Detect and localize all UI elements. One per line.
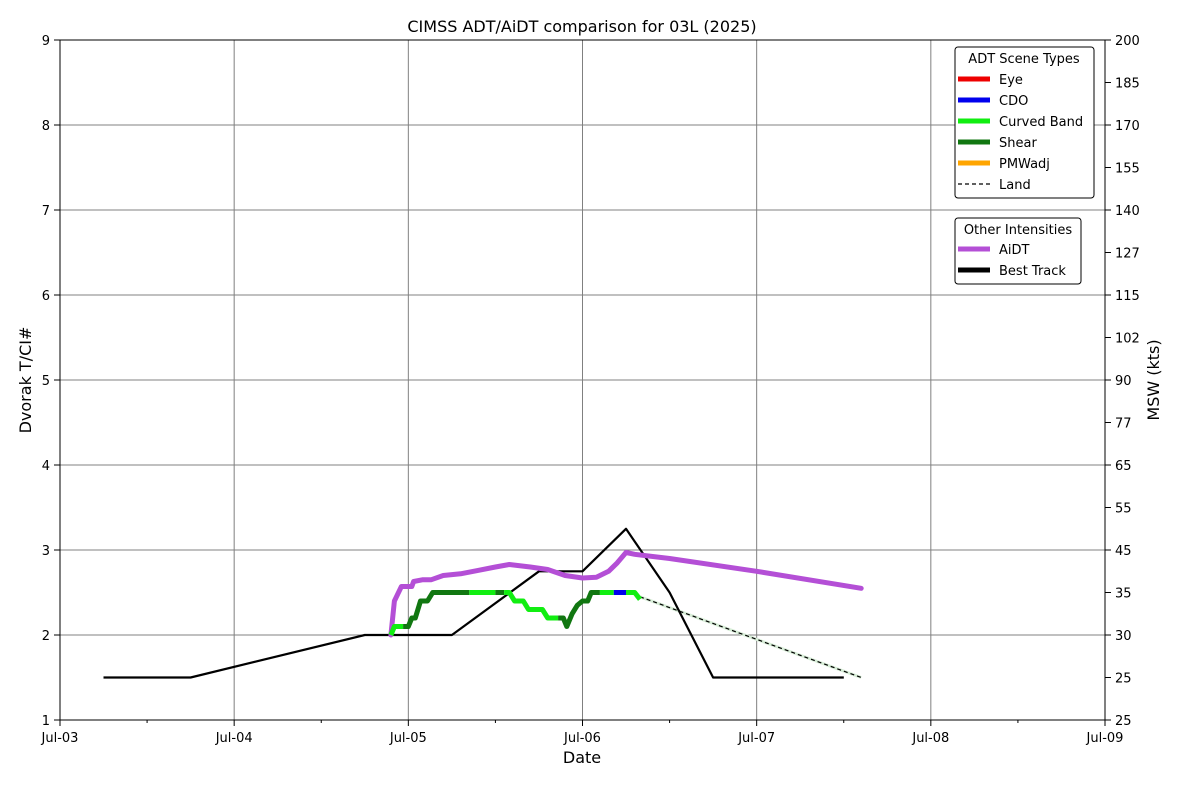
y-right-tick-label: 155	[1115, 162, 1140, 177]
legend-adt-frame	[954, 46, 1095, 199]
y-tick-label: 6	[42, 289, 50, 304]
y-tick-label: 5	[42, 374, 50, 389]
y-tick-label: 3	[42, 544, 50, 559]
y-right-tick-label: 102	[1115, 332, 1140, 347]
x-tick-label: Jul-03	[41, 731, 79, 746]
legend-label-curved-band: Curved Band	[999, 115, 1083, 130]
legend-label-shear: Shear	[999, 136, 1037, 151]
y-right-tick-label: 200	[1115, 34, 1140, 49]
x-axis-label: Date	[563, 748, 601, 767]
y-tick-label: 1	[42, 714, 50, 729]
y-right-tick-label: 65	[1115, 459, 1132, 474]
y-right-tick-label: 45	[1115, 544, 1132, 559]
y-axis-label: Dvorak T/CI#	[16, 327, 35, 434]
y-tick-label: 8	[42, 119, 50, 134]
legend-label-eye: Eye	[999, 73, 1023, 88]
series-adt-curved-band-segment	[504, 590, 559, 621]
y-right-tick-label: 25	[1115, 672, 1132, 687]
x-tick-label: Jul-06	[563, 731, 601, 746]
legend-label-pmwadj: PMWadj	[999, 157, 1050, 172]
y-tick-label: 9	[42, 34, 50, 49]
series-best-track-line	[103, 527, 844, 679]
y-right-tick-label: 185	[1115, 77, 1140, 92]
y-right-tick-label: 170	[1115, 119, 1140, 134]
legend-other-title: Other Intensities	[964, 223, 1073, 238]
x-tick-label: Jul-05	[389, 731, 427, 746]
y-right-tick-label: 127	[1115, 247, 1140, 262]
axes: Jul-03 Jul-04 Jul-05 Jul-06 Jul-07 Jul-08 Jul-…	[41, 34, 1140, 746]
series-group	[103, 527, 864, 679]
y-right-tick-label: 90	[1115, 374, 1132, 389]
x-tick-label: Jul-04	[215, 731, 253, 746]
y-right-tick-label: 35	[1115, 587, 1132, 602]
x-tick-label: Jul-08	[911, 731, 949, 746]
legend-label-cdo: CDO	[999, 94, 1028, 109]
series-adt-shear-segment	[403, 590, 470, 629]
legend-label-aidt: AiDT	[999, 243, 1030, 258]
y-axis-right-label: MSW (kts)	[1144, 339, 1163, 420]
series-adt-curved-band-segment	[626, 590, 642, 601]
legend-label-best-track: Best Track	[999, 264, 1066, 279]
legend-other-intensities: Other Intensities AiDT Best Track	[954, 217, 1082, 285]
y-right-tick-label: 77	[1115, 417, 1132, 432]
y-right-tick-label: 140	[1115, 204, 1140, 219]
x-tick-label: Jul-07	[737, 731, 775, 746]
y-tick-label: 4	[42, 459, 50, 474]
series-adt-shear-segment	[558, 590, 600, 629]
legend-adt-title: ADT Scene Types	[968, 52, 1080, 67]
chart-title: CIMSS ADT/AiDT comparison for 03L (2025)	[407, 17, 756, 36]
legend-adt-scene-types: ADT Scene Types Eye CDO Curved Band Shear PM…	[954, 46, 1095, 199]
y-right-tick-label: 55	[1115, 502, 1132, 517]
legend-label-land: Land	[999, 178, 1031, 193]
series-adt-curved-band-segment	[388, 624, 404, 636]
grid	[60, 40, 1105, 720]
y-right-tick-label: 30	[1115, 629, 1132, 644]
y-tick-label: 2	[42, 629, 50, 644]
y-right-tick-label: 25	[1115, 714, 1132, 729]
y-tick-label: 7	[42, 204, 50, 219]
x-tick-label: Jul-09	[1086, 731, 1124, 746]
series-aidt-line	[388, 550, 864, 638]
y-right-tick-label: 115	[1115, 289, 1140, 304]
series-land-line	[639, 596, 862, 679]
